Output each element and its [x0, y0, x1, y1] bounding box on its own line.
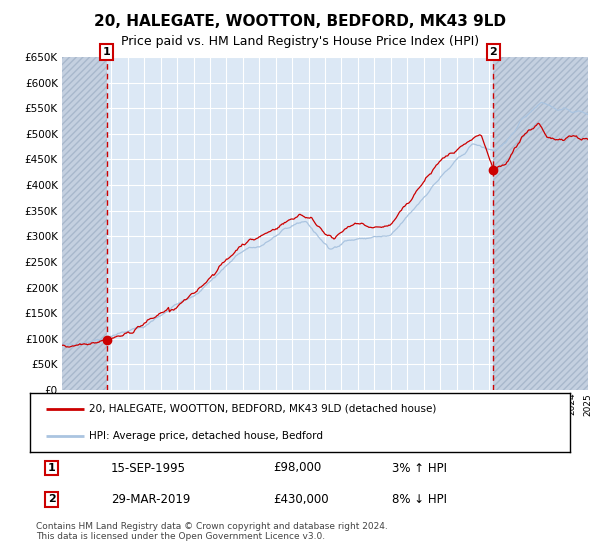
Text: £430,000: £430,000: [273, 493, 329, 506]
Text: 1: 1: [103, 47, 110, 57]
Text: Contains HM Land Registry data © Crown copyright and database right 2024.
This d: Contains HM Land Registry data © Crown c…: [36, 522, 388, 542]
Bar: [62, 57, 107, 390]
Bar: [493, 57, 588, 390]
Text: 20, HALEGATE, WOOTTON, BEDFORD, MK43 9LD: 20, HALEGATE, WOOTTON, BEDFORD, MK43 9LD: [94, 14, 506, 29]
Text: 2: 2: [490, 47, 497, 57]
Text: 2: 2: [48, 494, 55, 504]
Text: HPI: Average price, detached house, Bedford: HPI: Average price, detached house, Bedf…: [89, 431, 323, 441]
Text: 15-SEP-1995: 15-SEP-1995: [111, 461, 186, 474]
Text: £98,000: £98,000: [273, 461, 321, 474]
Text: 1: 1: [48, 463, 55, 473]
Text: 8% ↓ HPI: 8% ↓ HPI: [392, 493, 447, 506]
Text: 3% ↑ HPI: 3% ↑ HPI: [392, 461, 447, 474]
Text: 20, HALEGATE, WOOTTON, BEDFORD, MK43 9LD (detached house): 20, HALEGATE, WOOTTON, BEDFORD, MK43 9LD…: [89, 404, 437, 414]
Text: 29-MAR-2019: 29-MAR-2019: [111, 493, 190, 506]
Text: Price paid vs. HM Land Registry's House Price Index (HPI): Price paid vs. HM Land Registry's House …: [121, 35, 479, 48]
